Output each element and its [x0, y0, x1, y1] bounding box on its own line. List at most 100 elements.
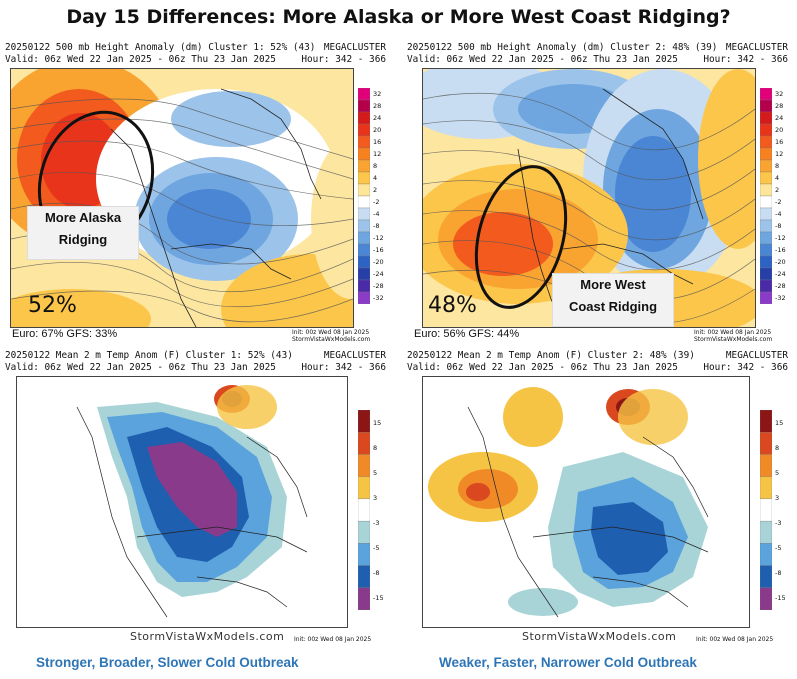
- colorbar-tick-label: 8: [775, 443, 780, 452]
- colorbar-swatch: [357, 543, 371, 566]
- colorbar-tick-label: 20: [373, 126, 382, 134]
- colorbar-swatch: [759, 243, 773, 257]
- hour-label: Hour: 342 - 366: [703, 362, 788, 373]
- colorbar-tick-label: 12: [373, 150, 382, 158]
- colorbar-tick-label: -4: [775, 210, 782, 218]
- colorbar-swatch: [357, 111, 371, 125]
- height-anomaly-map: [10, 68, 354, 328]
- colorbar-tick-label: 24: [373, 114, 382, 122]
- colorbar-tick-label: -24: [775, 270, 786, 278]
- colorbar-tick-label: -15: [373, 593, 384, 602]
- colorbar-swatch: [759, 587, 773, 611]
- colorbar-swatch: [759, 135, 773, 149]
- site-credit: StormVistaWxModels.com: [292, 336, 371, 343]
- brand-label: MEGACLUSTER: [725, 350, 788, 361]
- colorbar-swatch: [759, 195, 773, 209]
- colorbar-swatch: [357, 219, 371, 233]
- colorbar-tick-label: 15: [373, 418, 382, 427]
- ensemble-split: Euro: 56% GFS: 44%: [414, 328, 520, 340]
- colorbar-swatch: [759, 231, 773, 245]
- site-credit: StormVistaWxModels.com: [130, 630, 285, 643]
- temp-colorbar: [759, 409, 773, 615]
- colorbar-swatch: [357, 291, 371, 305]
- height-anomaly-map: [422, 68, 756, 328]
- colorbar-swatch: [357, 476, 371, 500]
- colorbar-tick-label: -3: [373, 518, 380, 527]
- colorbar-swatch: [759, 219, 773, 233]
- panel-header-title: 20250122 Mean 2 m Temp Anom (F) Cluster …: [407, 350, 695, 361]
- colorbar-tick-label: 15: [775, 418, 784, 427]
- colorbar-tick-label: -8: [373, 222, 380, 230]
- colorbar-tick-label: 12: [775, 150, 784, 158]
- init-time: Init: 00z Wed 08 Jan 2025: [292, 329, 370, 336]
- colorbar-swatch: [759, 543, 773, 566]
- panel-height-cluster-1: 20250122 500 mb Height Anomaly (dm) Clus…: [2, 38, 390, 343]
- colorbar-swatch: [357, 135, 371, 149]
- colorbar-tick-label: 20: [775, 126, 784, 134]
- colorbar-tick-label: -20: [775, 258, 786, 266]
- colorbar-tick-label: -32: [775, 294, 786, 302]
- colorbar-tick-label: 2: [775, 186, 780, 194]
- colorbar-swatch: [759, 111, 773, 125]
- colorbar-tick-label: -28: [775, 282, 786, 290]
- colorbar-swatch: [357, 147, 371, 161]
- panel-header-valid: Valid: 06z Wed 22 Jan 2025 - 06z Thu 23 …: [407, 54, 678, 65]
- colorbar-tick-label: -8: [373, 568, 380, 577]
- panel-header-title: 20250122 500 mb Height Anomaly (dm) Clus…: [407, 42, 718, 53]
- temp-anomaly-map: [16, 376, 348, 628]
- colorbar-tick-label: 3: [373, 493, 378, 502]
- colorbar-tick-label: -8: [775, 568, 782, 577]
- colorbar-swatch: [759, 565, 773, 588]
- site-credit: StormVistaWxModels.com: [522, 630, 677, 643]
- panel-header-valid: Valid: 06z Wed 22 Jan 2025 - 06z Thu 23 …: [5, 54, 276, 65]
- colorbar-tick-label: 16: [775, 138, 784, 146]
- colorbar-swatch: [357, 171, 371, 185]
- colorbar-tick-label: -8: [775, 222, 782, 230]
- colorbar-swatch: [759, 432, 773, 455]
- colorbar-tick-label: 32: [373, 90, 382, 98]
- panel-header-valid: Valid: 06z Wed 22 Jan 2025 - 06z Thu 23 …: [5, 362, 276, 373]
- colorbar-tick-label: 5: [373, 468, 378, 477]
- colorbar-swatch: [357, 432, 371, 455]
- colorbar-tick-label: 3: [775, 493, 780, 502]
- panel-header-title: 20250122 500 mb Height Anomaly (dm) Clus…: [5, 42, 316, 53]
- colorbar-tick-label: -5: [775, 543, 782, 552]
- hour-label: Hour: 342 - 366: [301, 54, 386, 65]
- colorbar-tick-label: -28: [373, 282, 384, 290]
- colorbar-tick-label: -16: [775, 246, 786, 254]
- temp-colorbar: [357, 409, 371, 615]
- colorbar-swatch: [357, 87, 371, 101]
- colorbar-tick-label: -5: [373, 543, 380, 552]
- colorbar-tick-label: 4: [373, 174, 378, 182]
- colorbar-swatch: [759, 498, 773, 522]
- brand-label: MEGACLUSTER: [725, 42, 788, 53]
- colorbar-swatch: [759, 255, 773, 269]
- colorbar-tick-label: 8: [373, 443, 378, 452]
- colorbar-swatch: [357, 520, 371, 544]
- colorbar-swatch: [759, 159, 773, 173]
- temp-anomaly-map: [422, 376, 750, 628]
- hour-label: Hour: 342 - 366: [703, 54, 788, 65]
- colorbar-tick-label: -24: [373, 270, 384, 278]
- colorbar-tick-label: 4: [775, 174, 780, 182]
- init-time: Init: 00z Wed 08 Jan 2025: [696, 636, 774, 643]
- page-title: Day 15 Differences: More Alaska or More …: [66, 6, 731, 28]
- panel-header-title: 20250122 Mean 2 m Temp Anom (F) Cluster …: [5, 350, 293, 361]
- colorbar-tick-label: 2: [373, 186, 378, 194]
- panel-temp-cluster-1: 20250122 Mean 2 m Temp Anom (F) Cluster …: [2, 346, 390, 650]
- colorbar-swatch: [357, 123, 371, 137]
- colorbar-swatch: [357, 409, 371, 433]
- colorbar-swatch: [759, 291, 773, 305]
- colorbar-swatch: [357, 99, 371, 113]
- colorbar-tick-label: 16: [373, 138, 382, 146]
- colorbar-swatch: [357, 498, 371, 522]
- colorbar-tick-label: -4: [373, 210, 380, 218]
- colorbar-swatch: [357, 565, 371, 588]
- colorbar-tick-label: -3: [775, 518, 782, 527]
- colorbar-tick-label: 5: [775, 468, 780, 477]
- colorbar-tick-label: 28: [373, 102, 382, 110]
- colorbar-swatch: [759, 183, 773, 197]
- caption-cluster-1: Stronger, Broader, Slower Cold Outbreak: [36, 655, 299, 670]
- colorbar-swatch: [357, 587, 371, 611]
- colorbar-swatch: [759, 520, 773, 544]
